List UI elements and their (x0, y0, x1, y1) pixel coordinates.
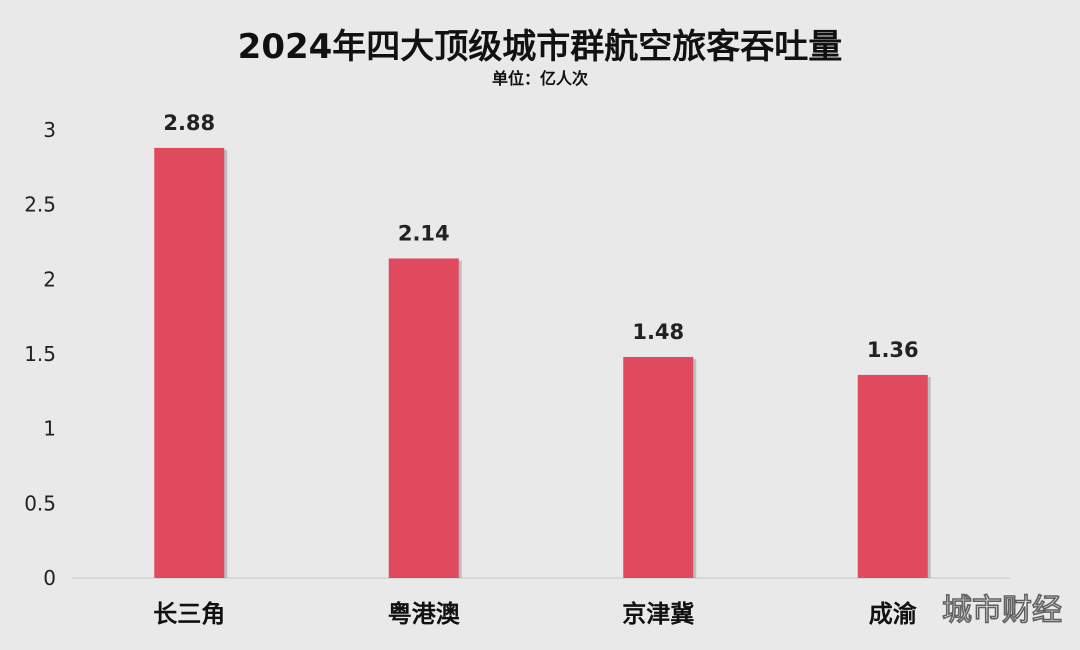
y-tick-label: 0 (43, 566, 56, 590)
bar-value-label: 2.88 (163, 111, 215, 135)
bar-group (154, 147, 931, 579)
watermark-text: 城市财经 (942, 593, 1062, 628)
x-tick-label: 粤港澳 (388, 600, 461, 628)
bar (623, 356, 694, 578)
chart-title: 2024年四大顶级城市群航空旅客吞吐量 (238, 27, 843, 67)
chart-subtitle: 单位：亿人次 (492, 69, 588, 88)
data-label-group: 2.88 2.14 1.48 1.36 (163, 111, 918, 362)
y-tick-label: 2.5 (24, 193, 56, 217)
bar (154, 147, 225, 579)
x-tick-label: 京津冀 (622, 600, 694, 628)
bar (388, 258, 459, 578)
y-tick-label: 3 (43, 118, 56, 142)
bar-value-label: 2.14 (398, 221, 450, 245)
y-tick-label: 2 (43, 267, 56, 291)
bar (857, 374, 928, 578)
bar-value-label: 1.48 (632, 320, 684, 344)
y-tick-label: 0.5 (24, 491, 56, 515)
y-tick-group: 0 0.5 1 1.5 2 2.5 3 (24, 118, 56, 590)
y-tick-label: 1.5 (24, 342, 56, 366)
x-tick-group: 长三角 粤港澳 京津冀 成渝 (153, 600, 917, 628)
x-tick-label: 成渝 (869, 600, 918, 628)
x-tick-label: 长三角 (153, 600, 225, 628)
bar-value-label: 1.36 (867, 338, 919, 362)
y-tick-label: 1 (43, 417, 56, 441)
